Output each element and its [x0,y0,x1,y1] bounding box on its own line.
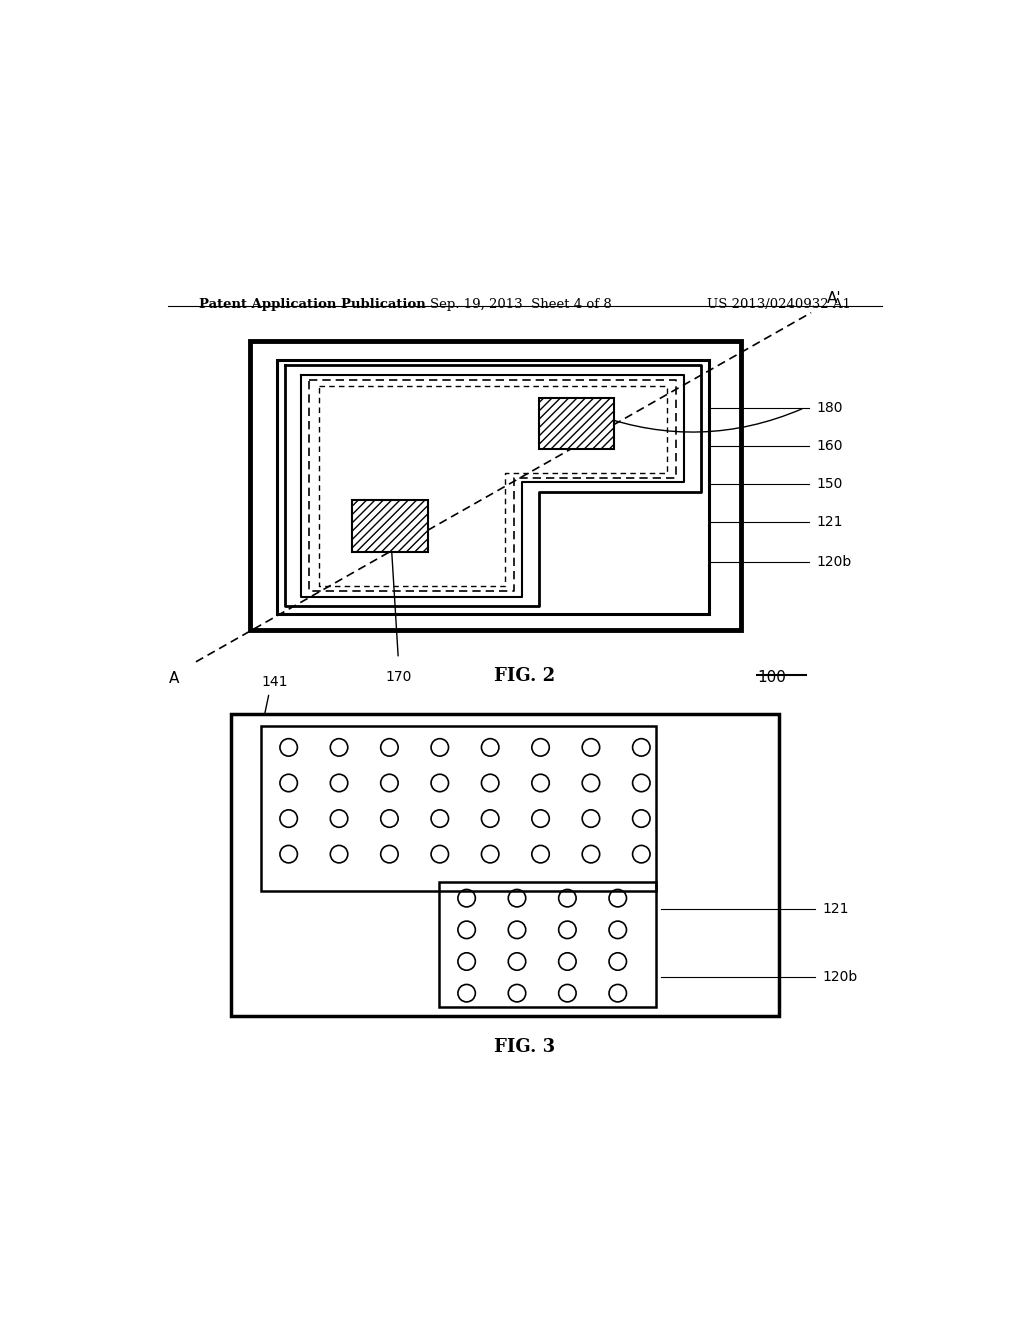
Text: FIG. 2: FIG. 2 [495,667,555,685]
Text: 120b: 120b [822,970,858,983]
Text: Patent Application Publication: Patent Application Publication [200,297,426,310]
Bar [276,360,709,614]
Text: Sep. 19, 2013  Sheet 4 of 8: Sep. 19, 2013 Sheet 4 of 8 [430,297,611,310]
Text: A': A' [827,292,842,306]
Text: FIG. 3: FIG. 3 [495,1038,555,1056]
Text: 121: 121 [822,902,849,916]
Bar [250,342,741,630]
Text: 120b: 120b [816,554,852,569]
Bar [539,399,614,449]
Bar [352,500,428,552]
Text: 180: 180 [816,401,843,414]
Text: 121: 121 [816,515,843,529]
Text: 160: 160 [816,440,843,453]
Bar [231,714,778,1016]
Text: 141: 141 [261,675,288,689]
Text: 150: 150 [816,477,843,491]
Text: US 2013/0240932 A1: US 2013/0240932 A1 [708,297,851,310]
Bar [539,399,614,449]
Bar [261,726,655,891]
Text: 170: 170 [385,669,412,684]
Bar [352,500,428,552]
Bar [439,882,655,1007]
Text: A: A [169,672,179,686]
Text: 100: 100 [757,669,786,685]
